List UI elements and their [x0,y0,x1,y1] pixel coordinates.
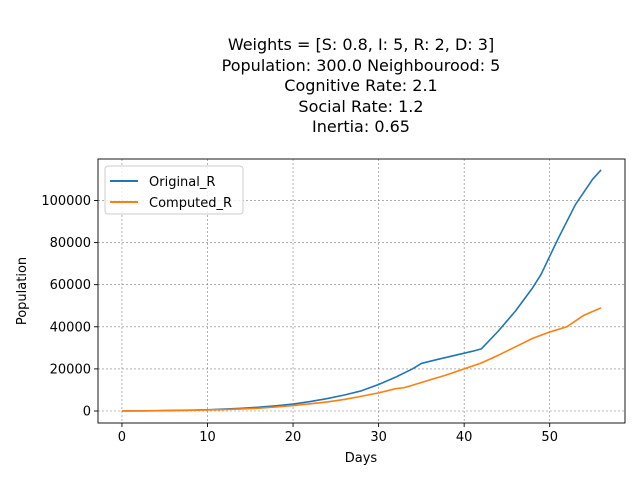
x-tick-label: 30 [370,430,387,445]
axis-ticks: 0 10 20 30 40 50 0 20000 40000 60000 80000 100000 [41,194,558,445]
legend-label-original-r: Original_R [149,175,215,190]
title-line-3: Cognitive Rate: 2.1 [284,76,437,95]
x-tick-label: 50 [541,430,558,445]
plot-frame [97,158,626,424]
series-layer [121,169,602,412]
x-tick-label: 40 [456,430,473,445]
y-tick-label: 100000 [41,194,91,209]
y-tick-label: 0 [83,405,91,420]
x-tick-label: 10 [199,430,216,445]
legend: Original_R Computed_R [104,165,244,215]
y-tick-label: 40000 [50,320,91,335]
y-tick-label: 20000 [50,362,91,377]
x-tick-label: 20 [285,430,302,445]
y-tick-label: 60000 [50,278,91,293]
title-line-1: Weights = [S: 0.8, I: 5, R: 2, D: 3] [228,35,494,54]
title-line-4: Social Rate: 1.2 [298,97,423,116]
chart-title: Weights = [S: 0.8, I: 5, R: 2, D: 3] Pop… [222,35,501,136]
x-axis-label: Days [345,451,378,466]
legend-label-computed-r: Computed_R [149,196,232,211]
title-line-2: Population: 300.0 Neighbourood: 5 [222,56,501,75]
legend-box [104,165,244,215]
y-axis-label: Population [15,257,30,325]
title-line-5: Inertia: 0.65 [312,117,410,136]
x-tick-label: 0 [118,430,126,445]
y-tick-label: 80000 [50,236,91,251]
series-line-computed-r [121,307,602,412]
